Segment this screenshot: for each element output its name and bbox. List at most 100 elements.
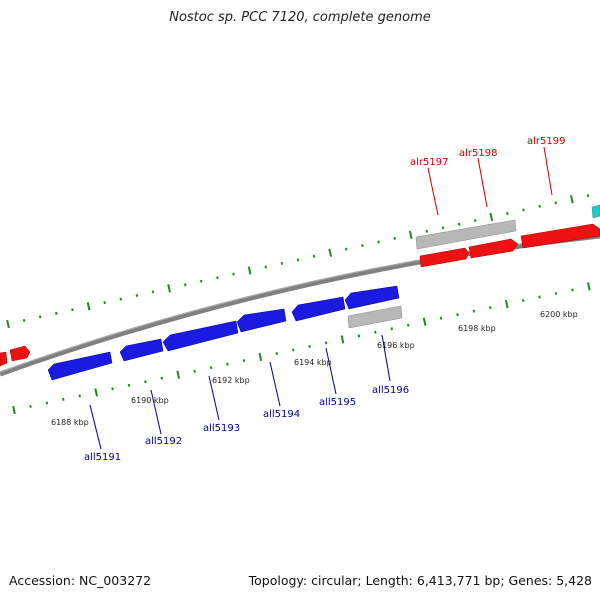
minor-tick	[78, 394, 81, 398]
feature-block[interactable]	[415, 219, 517, 250]
gene-label-alr5198[interactable]: alr5198	[459, 148, 497, 159]
major-tick	[328, 248, 333, 257]
minor-tick	[45, 401, 49, 405]
minor-tick	[586, 194, 590, 198]
scale-label: 6194 kbp	[294, 358, 332, 367]
major-tick	[570, 195, 574, 204]
minor-tick	[361, 244, 364, 248]
page-title: Nostoc sp. PCC 7120, complete genome	[169, 10, 431, 25]
leader-line	[543, 146, 553, 196]
minor-tick	[489, 306, 492, 310]
minor-tick	[193, 369, 196, 373]
scale-label: 6196 kbp	[377, 341, 415, 350]
minor-tick	[264, 265, 267, 269]
major-tick	[587, 282, 591, 291]
leader-line	[269, 361, 281, 407]
major-tick	[489, 212, 494, 222]
forward-gene-labels: alr5197 alr5198 alr5199	[410, 136, 565, 216]
minor-tick	[473, 219, 477, 223]
outer-tick-row	[6, 194, 590, 329]
scale-label: 6190 kbp	[131, 396, 169, 405]
minor-tick	[390, 327, 393, 331]
reverse-gene-arrow[interactable]	[119, 338, 164, 362]
gene-label-all5191[interactable]: all5191	[84, 452, 121, 463]
minor-tick	[377, 240, 380, 244]
minor-tick	[457, 222, 461, 226]
gene-label-alr5197[interactable]: alr5197	[410, 157, 448, 168]
minor-tick	[441, 226, 445, 230]
minor-tick	[456, 313, 459, 317]
minor-tick	[71, 308, 74, 312]
minor-tick	[144, 380, 147, 384]
minor-tick	[226, 362, 229, 366]
forward-genes	[0, 223, 600, 367]
inner-tick-row	[12, 282, 591, 415]
gene-label-all5192[interactable]: all5192	[145, 436, 182, 447]
reverse-gene-arrow[interactable]	[47, 351, 113, 381]
leader-line	[150, 389, 162, 435]
minor-tick	[55, 311, 58, 315]
highlight-feature-block[interactable]	[591, 204, 600, 219]
forward-gene-arrow[interactable]	[9, 345, 31, 362]
genome-summary-text: Topology: circular; Length: 6,413,771 bp…	[248, 573, 592, 588]
minor-tick	[538, 204, 541, 208]
minor-tick	[296, 258, 300, 262]
scale-label: 6198 kbp	[458, 324, 496, 333]
major-tick	[504, 299, 509, 309]
minor-tick	[406, 323, 410, 327]
gene-label-all5194[interactable]: all5194	[263, 409, 300, 420]
gene-label-all5196[interactable]: all5196	[372, 385, 409, 396]
reverse-gene-arrow[interactable]	[236, 308, 287, 333]
minor-tick	[374, 330, 377, 334]
minor-tick	[324, 341, 328, 345]
forward-gene-arrow[interactable]	[468, 238, 519, 259]
major-tick	[408, 230, 413, 240]
major-tick	[94, 388, 98, 397]
major-tick	[258, 352, 263, 362]
genome-backbone-highlight	[0, 233, 600, 373]
major-tick	[6, 319, 10, 329]
forward-gene-arrow[interactable]	[520, 223, 600, 249]
reverse-gene-labels: all5191 all5192 all5193 all5194 all5195 …	[84, 334, 409, 463]
other-features	[347, 204, 600, 329]
forward-gene-arrow[interactable]	[0, 351, 8, 367]
minor-tick	[200, 279, 203, 283]
minor-tick	[554, 201, 557, 205]
major-tick	[422, 317, 427, 326]
reverse-gene-arrow[interactable]	[344, 285, 400, 310]
leader-line	[208, 375, 220, 421]
minor-tick	[521, 299, 525, 302]
gene-label-all5193[interactable]: all5193	[203, 423, 240, 434]
major-tick	[340, 335, 345, 344]
minor-tick	[160, 376, 164, 380]
minor-tick	[308, 345, 311, 348]
major-tick	[12, 405, 16, 415]
major-tick	[167, 284, 171, 293]
minor-tick	[522, 208, 525, 212]
minor-tick	[183, 283, 187, 287]
minor-tick	[280, 261, 284, 265]
minor-tick	[242, 359, 246, 362]
reverse-genes	[47, 285, 400, 381]
reverse-gene-arrow[interactable]	[291, 296, 346, 322]
leader-line	[325, 347, 337, 395]
minor-tick	[425, 229, 429, 233]
forward-gene-arrow[interactable]	[419, 247, 470, 268]
major-tick	[86, 302, 91, 311]
minor-tick	[554, 291, 558, 295]
scale-label: 6188 kbp	[51, 418, 89, 427]
minor-tick	[345, 247, 348, 251]
reverse-gene-arrow[interactable]	[162, 320, 239, 352]
leader-line	[381, 334, 391, 382]
minor-tick	[103, 301, 106, 305]
minor-tick	[275, 351, 279, 356]
gene-label-all5195[interactable]: all5195	[319, 397, 356, 408]
minor-tick	[62, 397, 65, 401]
minor-tick	[135, 293, 139, 297]
major-tick	[176, 370, 181, 379]
leader-line	[477, 157, 488, 208]
gene-label-alr5199[interactable]: alr5199	[527, 136, 565, 147]
feature-block[interactable]	[347, 305, 403, 329]
